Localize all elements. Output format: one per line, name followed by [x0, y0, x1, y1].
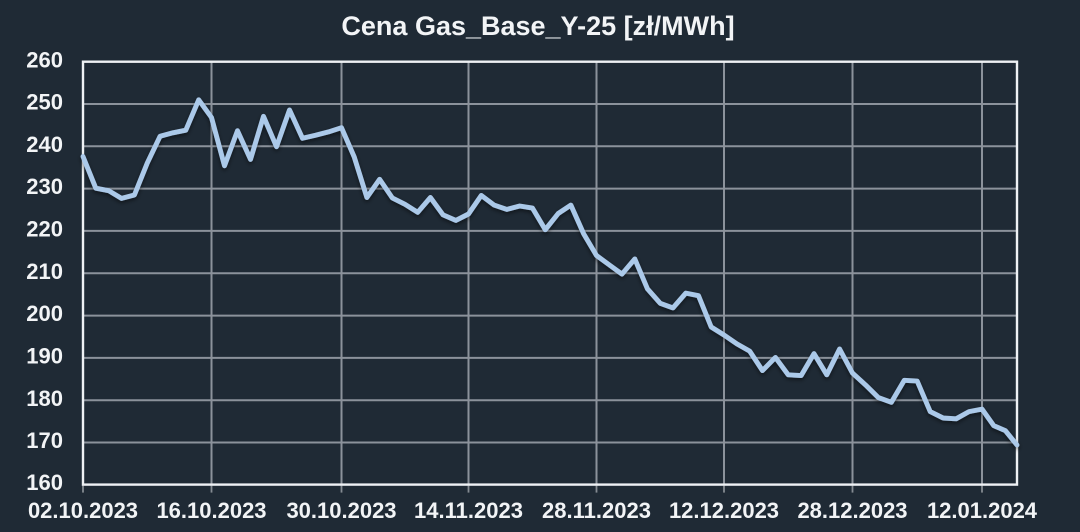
svg-text:02.10.2023: 02.10.2023	[28, 498, 138, 523]
svg-text:12.01.2024: 12.01.2024	[927, 498, 1038, 523]
svg-text:170: 170	[26, 428, 63, 453]
svg-text:220: 220	[26, 217, 63, 242]
svg-text:250: 250	[26, 90, 63, 115]
svg-text:28.12.2023: 28.12.2023	[797, 498, 907, 523]
svg-text:16.10.2023: 16.10.2023	[156, 498, 266, 523]
svg-text:30.10.2023: 30.10.2023	[286, 498, 396, 523]
svg-text:210: 210	[26, 259, 63, 284]
svg-text:260: 260	[26, 47, 63, 72]
svg-text:190: 190	[26, 344, 63, 369]
svg-text:Cena Gas_Base_Y-25 [zł/MWh]: Cena Gas_Base_Y-25 [zł/MWh]	[341, 11, 734, 41]
svg-text:240: 240	[26, 132, 63, 157]
svg-text:160: 160	[26, 470, 63, 495]
svg-text:200: 200	[26, 301, 63, 326]
svg-text:230: 230	[26, 174, 63, 199]
svg-text:14.11.2023: 14.11.2023	[414, 498, 523, 523]
svg-text:12.12.2023: 12.12.2023	[669, 498, 779, 523]
svg-text:28.11.2023: 28.11.2023	[542, 498, 651, 523]
svg-text:180: 180	[26, 386, 63, 411]
